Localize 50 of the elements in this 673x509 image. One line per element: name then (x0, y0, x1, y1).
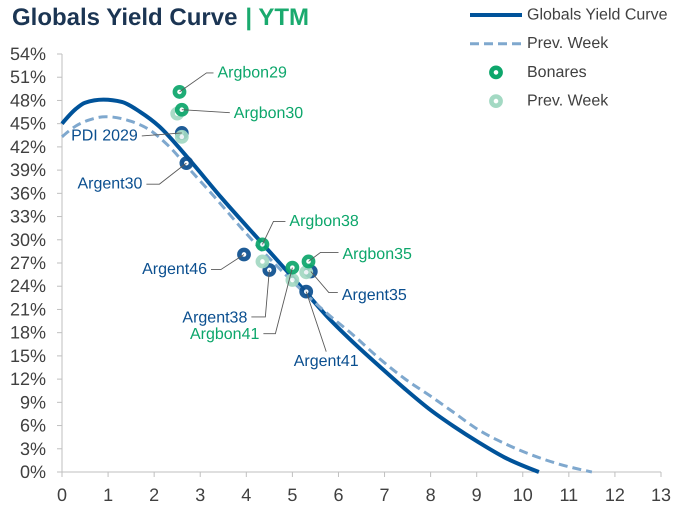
annotation: Argbon41 (190, 326, 260, 344)
x-tick-label: 9 (472, 485, 482, 505)
y-tick-label: 54% (10, 44, 46, 64)
y-tick-label: 48% (10, 90, 46, 110)
x-tick-label: 0 (56, 485, 68, 505)
y-tick-label: 30% (10, 230, 46, 250)
y-tick-label: 0% (20, 462, 46, 482)
legend-label: Prev. Week (527, 35, 610, 52)
x-tick-label: 12 (604, 485, 625, 505)
x-tick-label: 7 (380, 485, 390, 505)
y-tick-label: 33% (10, 206, 46, 227)
x-tick-label: 3 (195, 485, 206, 505)
y-tick-label: 36% (10, 183, 46, 204)
x-tick-label: 2 (149, 485, 160, 505)
x-tick-label: 6 (333, 485, 344, 505)
y-tick-label: 51% (10, 67, 46, 88)
annotation: Argent41 (294, 353, 359, 370)
legend-label: Globals Yield Curve (527, 6, 668, 24)
annotation: Argent46 (142, 260, 208, 278)
y-tick-label: 9% (20, 392, 46, 412)
legend-label: Bonares (527, 64, 587, 81)
x-tick-label: 10 (512, 485, 533, 505)
x-tick-label: 4 (241, 485, 252, 505)
y-tick-label: 18% (10, 322, 46, 343)
y-tick-label: 27% (10, 253, 46, 273)
x-tick-label: 5 (287, 485, 298, 505)
legend-label: Prev. Week (527, 92, 610, 110)
x-tick-label: 13 (650, 485, 672, 505)
y-tick-label: 39% (10, 160, 46, 180)
y-tick-label: 6% (20, 416, 46, 436)
y-tick-label: 12% (10, 369, 46, 390)
y-tick-label: 24% (10, 276, 46, 296)
annotation: Argbon29 (217, 64, 287, 82)
x-tick-label: 1 (103, 485, 114, 505)
annotation: Argbon30 (234, 105, 304, 122)
chart-title: Globals Yield Curve (12, 4, 238, 31)
annotation: Argbon35 (342, 246, 412, 263)
annotation: PDI 2029 (71, 127, 138, 144)
y-tick-label: 45% (10, 114, 46, 134)
annotation: Argent30 (77, 176, 143, 193)
chart-subtitle: | YTM (245, 4, 310, 31)
x-tick-label: 11 (560, 485, 578, 505)
y-tick-label: 15% (10, 346, 46, 366)
y-tick-label: 21% (10, 299, 46, 320)
y-tick-label: 42% (10, 136, 46, 157)
annotation: Argent38 (182, 309, 248, 326)
x-tick-label: 8 (426, 485, 436, 505)
annotation: Argbon38 (289, 212, 359, 230)
annotation: Argent35 (342, 287, 407, 304)
y-tick-label: 3% (20, 438, 46, 459)
